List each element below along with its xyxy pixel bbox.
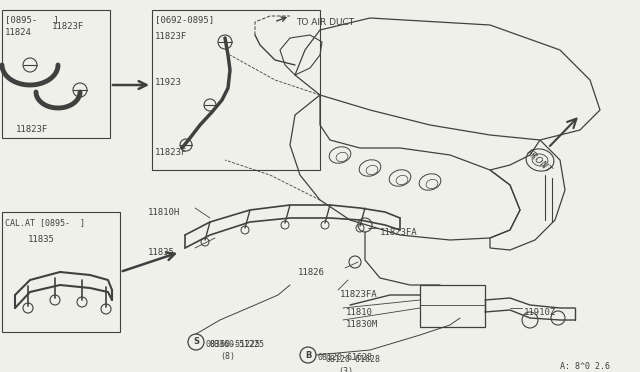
Bar xyxy=(2,212,120,332)
Text: 11823FA: 11823FA xyxy=(340,290,378,299)
Text: FRONT: FRONT xyxy=(524,148,553,175)
Bar xyxy=(152,10,320,170)
Text: 11823F: 11823F xyxy=(52,22,84,31)
Text: [0895-   ]: [0895- ] xyxy=(5,15,59,24)
Bar xyxy=(420,285,485,327)
Text: (8): (8) xyxy=(220,352,235,361)
Text: 08360-51225: 08360-51225 xyxy=(205,340,260,349)
Text: (3): (3) xyxy=(338,367,353,372)
Text: 11810: 11810 xyxy=(346,308,373,317)
Bar xyxy=(2,10,110,138)
Text: 11910Z: 11910Z xyxy=(524,308,556,317)
Text: 11824: 11824 xyxy=(5,28,32,37)
Text: CAL.AT [0895-  ]: CAL.AT [0895- ] xyxy=(5,218,85,227)
Text: 08120-61628: 08120-61628 xyxy=(317,353,372,362)
Text: 11835: 11835 xyxy=(148,248,175,257)
Text: B: B xyxy=(305,350,311,359)
Text: 11830M: 11830M xyxy=(346,320,378,329)
Text: 11823FA: 11823FA xyxy=(380,228,418,237)
Text: 11810H: 11810H xyxy=(148,208,180,217)
Text: TO AIR DUCT: TO AIR DUCT xyxy=(296,18,354,27)
Text: 11826: 11826 xyxy=(298,268,325,277)
Text: 11823F: 11823F xyxy=(155,148,188,157)
Text: [0692-0895]: [0692-0895] xyxy=(155,15,214,24)
Text: 11923: 11923 xyxy=(155,78,182,87)
Text: S: S xyxy=(193,337,199,346)
Text: 11823F: 11823F xyxy=(155,32,188,41)
Text: 08120-61628: 08120-61628 xyxy=(326,355,381,364)
Text: 11835: 11835 xyxy=(28,235,55,244)
Text: 08360-51225: 08360-51225 xyxy=(210,340,265,349)
Text: A: 8^0 2.6: A: 8^0 2.6 xyxy=(560,362,610,371)
Text: 11823F: 11823F xyxy=(16,125,48,134)
